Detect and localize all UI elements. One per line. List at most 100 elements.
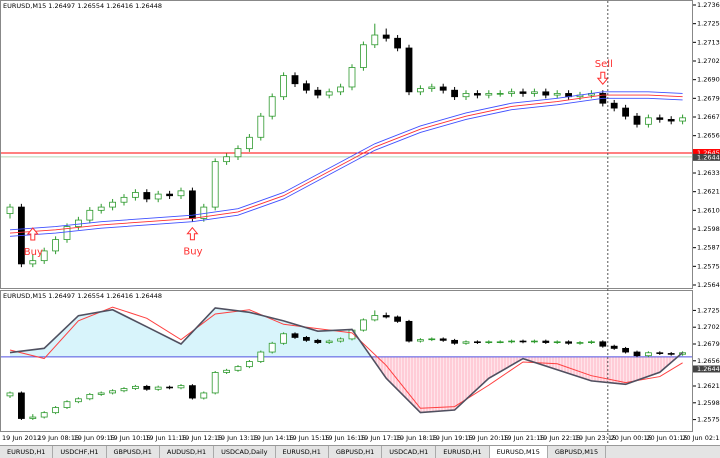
candle-body: [359, 44, 367, 68]
price-label-current: 1.26448: [697, 153, 720, 161]
candle-body: [576, 342, 584, 344]
price-label: 1.26675: [697, 113, 720, 121]
candle-body: [188, 385, 196, 399]
candle-body: [211, 161, 219, 208]
candle-body: [143, 192, 151, 200]
oscillator-fill-down: [10, 356, 683, 413]
time-label: 20 Jun 02:15: [682, 434, 720, 442]
candle-body: [405, 47, 413, 93]
candle-body: [29, 260, 37, 265]
price-label: 1.26100: [697, 206, 720, 214]
candle-body: [451, 89, 459, 98]
time-label: 19 Jun 20:15: [467, 434, 508, 442]
time-label: 19 Jun 12:15: [181, 434, 222, 442]
candle-body: [268, 342, 276, 353]
candle-body: [416, 339, 424, 342]
candle-body: [394, 37, 402, 49]
signal-label: Sell: [595, 59, 613, 70]
candle-body: [97, 392, 105, 395]
candle-body: [371, 315, 379, 321]
ma-lower: [9, 97, 683, 237]
signal-label: Buy: [183, 247, 202, 258]
candle-body: [131, 385, 139, 389]
signal-arrow: [26, 227, 39, 241]
candle-body: [645, 117, 652, 125]
candle-body: [280, 333, 288, 344]
candle-body: [17, 392, 25, 419]
candle-body: [109, 390, 116, 394]
candle-body: [473, 341, 481, 344]
candle-body: [485, 93, 493, 96]
chart-tab[interactable]: USDCHF,H1: [53, 446, 107, 458]
price-label: 1.27020: [697, 57, 720, 65]
candle-body: [428, 338, 436, 341]
price-label: 1.25755: [697, 262, 720, 270]
candle-body: [223, 156, 231, 163]
candle-body: [451, 339, 459, 344]
candle-body: [166, 193, 174, 197]
chart-tab[interactable]: EURUSD,H1: [0, 446, 54, 458]
chart-tab[interactable]: EURUSD,M15: [489, 446, 548, 458]
time-label: 19 Jun 19:15: [432, 434, 473, 442]
candle-body: [188, 190, 196, 219]
candle-body: [462, 341, 470, 344]
candle-body: [154, 193, 162, 200]
chart-window: EURUSD,M15 1.26497 1.26554 1.26416 1.264…: [0, 0, 720, 444]
indicator-header: EURUSD,M15 1.26497 1.26554 1.26416 1.264…: [3, 292, 162, 300]
candle-body: [302, 83, 310, 91]
candle-body: [234, 148, 242, 158]
candle-body: [508, 91, 516, 94]
price-label: 1.25755: [697, 416, 720, 424]
price-label: 1.27135: [697, 38, 720, 46]
price-box: [693, 153, 720, 161]
time-label: 20 Jun 00:15: [611, 434, 652, 442]
candle-body: [667, 119, 675, 122]
price-label: 1.26560: [697, 357, 720, 365]
candle-body: [531, 340, 538, 343]
time-label: 19 Jun 09:15: [74, 434, 115, 442]
candle-body: [131, 192, 139, 198]
chart-tab[interactable]: GBPUSD,H1: [329, 446, 383, 458]
candle-body: [679, 117, 686, 122]
price-label: 1.27365: [697, 1, 720, 9]
candle-body: [473, 93, 481, 96]
candle-body: [565, 341, 572, 344]
candle-body: [337, 338, 345, 342]
price-label: 1.26215: [697, 382, 720, 390]
candle-body: [177, 190, 185, 197]
time-label: 19 Jun 10:15: [109, 434, 150, 442]
time-label: 19 Jun 11:15: [145, 434, 186, 442]
chart-tab[interactable]: EURUSD,H1: [276, 446, 329, 458]
chart-tab[interactable]: USDCAD,H1: [382, 446, 437, 458]
candle-body: [359, 319, 367, 331]
price-label-current: 1.26448: [697, 365, 720, 373]
candle-body: [291, 333, 299, 338]
candle-body: [439, 86, 447, 91]
candle-body: [120, 388, 128, 392]
time-label: 19 Jun 18:15: [396, 434, 437, 442]
price-label: 1.26330: [697, 169, 720, 177]
candle-body: [63, 226, 71, 240]
candle-body: [371, 34, 379, 46]
candle-body: [314, 89, 322, 96]
price-label: 1.25870: [697, 244, 720, 252]
chart-tab[interactable]: USDCAD,Daily: [214, 446, 276, 458]
oscillator-signal: [9, 306, 683, 409]
candle-body: [200, 392, 208, 399]
candle-body: [166, 386, 174, 389]
chart-tab[interactable]: GBPUSD,M15: [548, 446, 607, 458]
chart-tab[interactable]: GBPUSD,H1: [107, 446, 160, 458]
candle-body: [97, 206, 105, 211]
candle-body: [234, 366, 242, 371]
candle-body: [75, 219, 82, 227]
chart-tab[interactable]: EURUSD,H1: [436, 446, 490, 458]
candle-body: [553, 341, 561, 344]
chart-tab[interactable]: AUDUSD,H1: [160, 446, 215, 458]
candle-body: [223, 369, 231, 373]
candle-body: [211, 372, 219, 394]
candle-body: [348, 67, 356, 88]
time-label: 19 Jun 08:15: [38, 434, 79, 442]
candle-body: [337, 86, 345, 93]
candle-body: [52, 239, 59, 252]
candle-body: [496, 93, 504, 95]
